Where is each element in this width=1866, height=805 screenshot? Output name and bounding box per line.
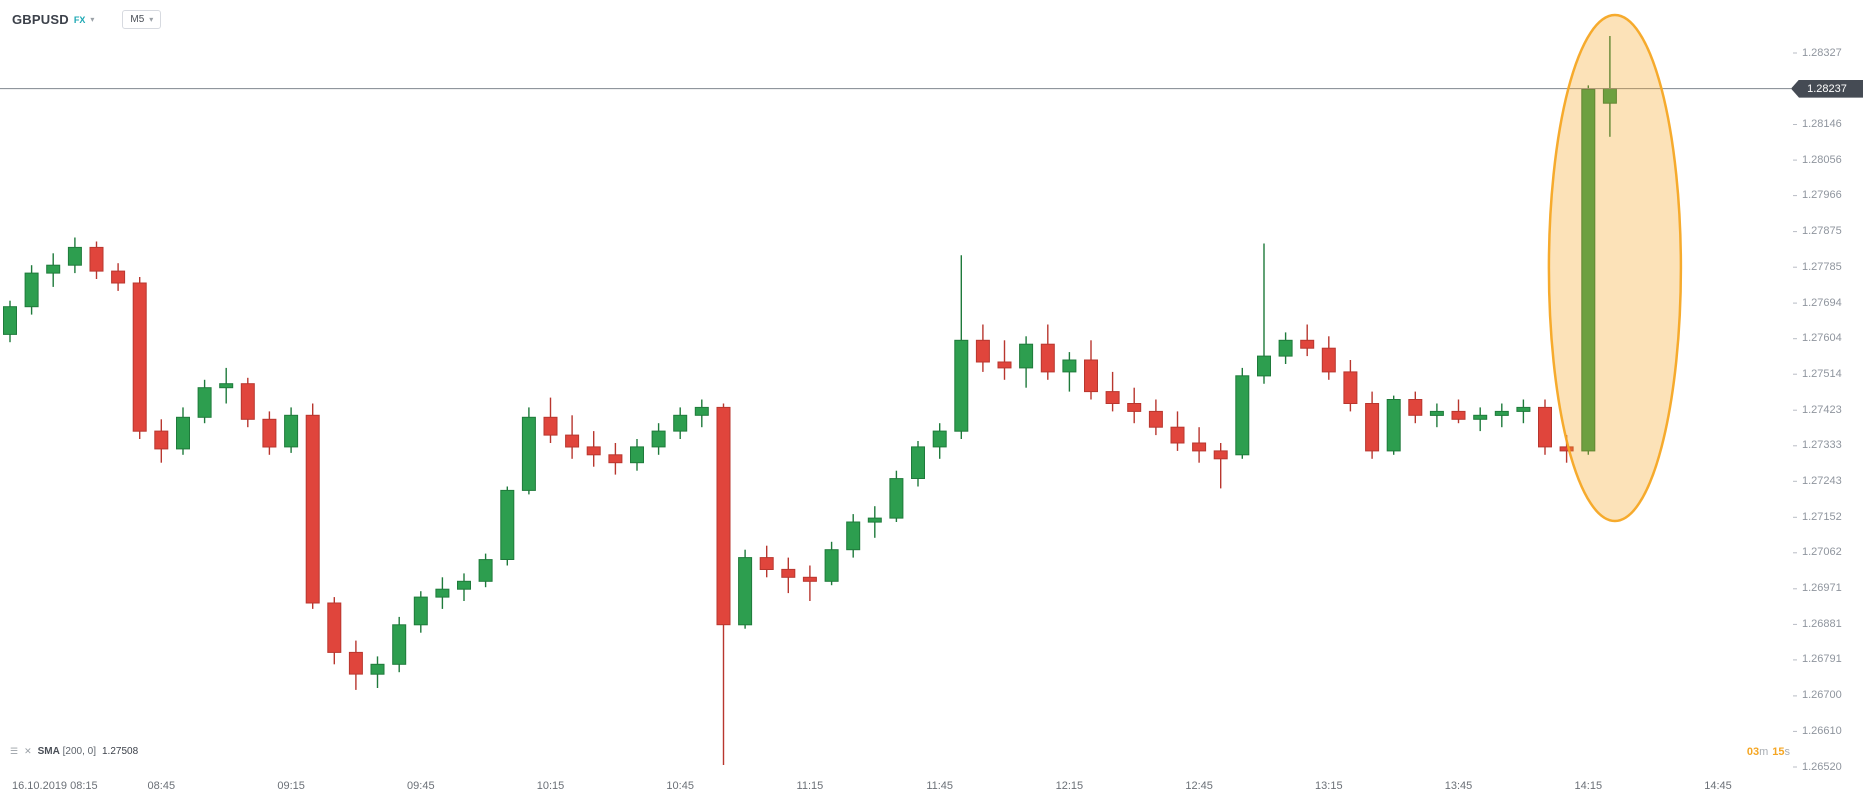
market-badge: FX bbox=[73, 14, 86, 25]
time-axis-label: 08:45 bbox=[147, 780, 176, 792]
price-axis-label: 1.28327 bbox=[1802, 46, 1842, 59]
price-axis-label: 1.27062 bbox=[1802, 546, 1842, 559]
time-axis-label: 11:45 bbox=[926, 780, 954, 792]
price-axis-label: 1.26610 bbox=[1802, 724, 1842, 737]
time-axis-label: 10:45 bbox=[666, 780, 694, 792]
price-axis-label: 1.27875 bbox=[1802, 225, 1842, 238]
price-axis-label: 1.26971 bbox=[1802, 582, 1842, 595]
time-axis-label: 14:45 bbox=[1704, 780, 1732, 792]
price-axis-label: 1.26700 bbox=[1802, 689, 1842, 702]
time-axis-label: 10:15 bbox=[536, 780, 565, 792]
price-axis-label: 1.26881 bbox=[1802, 617, 1842, 630]
bar-countdown: 03m 15s bbox=[1746, 746, 1790, 758]
symbol-name: GBPUSD bbox=[12, 12, 69, 27]
chart-header: GBPUSD FX ▾ M5 ▾ bbox=[12, 10, 162, 29]
price-axis-label: 1.27966 bbox=[1802, 189, 1842, 202]
price-axis-label: 1.27152 bbox=[1802, 510, 1842, 523]
price-axis-label: 1.26791 bbox=[1802, 653, 1842, 666]
time-axis-label: 09:15 bbox=[277, 780, 305, 792]
indicator-row: ☰ ✕ SMA [200, 0] 1.27508 bbox=[10, 746, 138, 757]
time-axis-label: 13:45 bbox=[1444, 780, 1473, 792]
symbol-selector[interactable]: GBPUSD FX ▾ bbox=[12, 12, 94, 27]
price-axis-label: 1.28146 bbox=[1802, 118, 1842, 130]
price-axis-label: 1.27514 bbox=[1802, 367, 1842, 380]
price-axis-label: 1.27604 bbox=[1802, 332, 1842, 345]
price-axis-label: 1.27785 bbox=[1802, 260, 1842, 273]
current-price-value: 1.28237 bbox=[1807, 82, 1847, 95]
price-axis-label: 1.27333 bbox=[1802, 439, 1842, 452]
indicator-remove-icon[interactable]: ✕ bbox=[24, 746, 32, 756]
time-axis-label: 12:45 bbox=[1185, 780, 1213, 792]
time-axis-label: 14:15 bbox=[1574, 780, 1603, 792]
indicator-menu-icon[interactable]: ☰ bbox=[10, 746, 19, 756]
chevron-down-icon: ▾ bbox=[149, 15, 154, 24]
price-axis-label: 1.28056 bbox=[1802, 153, 1842, 166]
indicator-name: SMA [200, 0] bbox=[37, 746, 96, 757]
timeframe-label: M5 bbox=[130, 14, 145, 25]
time-axis-label: 12:15 bbox=[1055, 780, 1084, 792]
timeframe-selector[interactable]: M5 ▾ bbox=[122, 10, 162, 29]
indicator-value: 1.27508 bbox=[102, 746, 139, 757]
price-axis-label: 1.27423 bbox=[1802, 403, 1842, 416]
chevron-down-icon: ▾ bbox=[90, 15, 95, 24]
time-axis-label: 09:45 bbox=[407, 780, 435, 792]
price-axis-label: 1.26520 bbox=[1802, 760, 1842, 773]
candlestick-series bbox=[3, 36, 1617, 765]
time-axis-label: 13:15 bbox=[1315, 780, 1343, 792]
time-axis-label: 11:15 bbox=[796, 780, 824, 792]
highlight-ellipse[interactable] bbox=[1547, 13, 1683, 523]
current-price-badge: 1.28237 bbox=[1791, 79, 1863, 98]
price-axis-label: 1.27694 bbox=[1802, 296, 1842, 309]
time-axis-label: 16.10.2019 08:15 bbox=[12, 780, 98, 792]
price-axis-label: 1.27243 bbox=[1802, 474, 1842, 487]
